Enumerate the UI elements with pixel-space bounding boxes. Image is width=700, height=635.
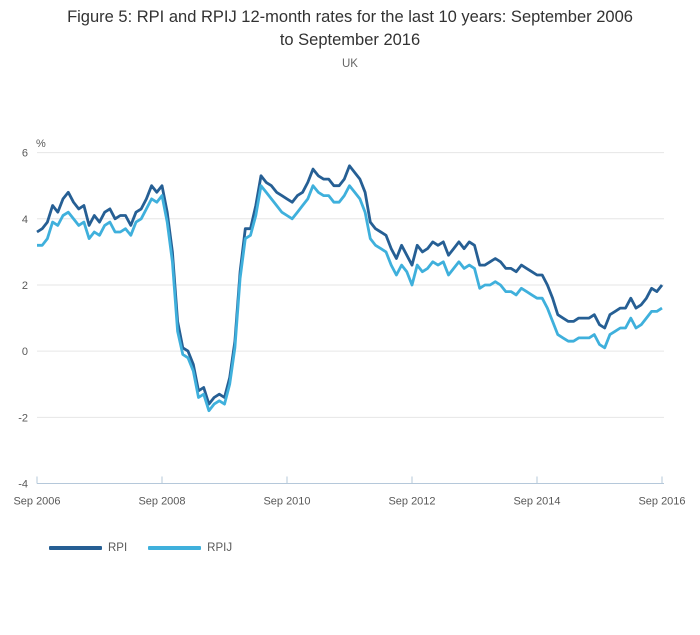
x-tick-label: Sep 2012 <box>388 496 435 508</box>
chart-legend: RPI RPIJ <box>49 542 232 554</box>
y-tick-label: 0 <box>22 346 28 358</box>
y-tick-label: 6 <box>22 148 28 160</box>
x-tick-label: Sep 2010 <box>263 496 310 508</box>
legend-item-rpi[interactable]: RPI <box>49 542 127 554</box>
chart-title: Figure 5: RPI and RPIJ 12-month rates fo… <box>0 6 700 52</box>
x-tick-label: Sep 2006 <box>13 496 60 508</box>
rpi-series-line <box>36 164 664 406</box>
x-tick-label: Sep 2014 <box>513 496 560 508</box>
legend-label-rpij: RPIJ <box>207 542 233 554</box>
x-tick-label: Sep 2008 <box>138 496 185 508</box>
rpi-line-swatch <box>49 546 102 550</box>
rpij-series-line <box>37 184 663 413</box>
chart-subtitle: UK <box>342 58 358 70</box>
rpij-line-swatch <box>148 546 202 550</box>
y-tick-label: -4 <box>18 479 28 491</box>
y-tick-label: 4 <box>22 214 28 226</box>
y-tick-label: -2 <box>18 412 28 424</box>
chart-title-line2: to September 2016 <box>279 31 421 49</box>
x-tick-label: Sep 2016 <box>638 496 685 508</box>
y-tick-label: 2 <box>22 280 28 292</box>
y-axis-unit-label: % <box>36 138 46 150</box>
chart-title-line1: Figure 5: RPI and RPIJ 12-month rates fo… <box>67 8 633 26</box>
legend-item-rpij[interactable]: RPIJ <box>148 542 232 554</box>
chart-canvas: 6 4 2 0 -2 -4% Sep 2006 Sep 2008 Sep 2010 Sep 201… <box>13 138 685 508</box>
legend-label-rpi: RPI <box>108 542 128 554</box>
